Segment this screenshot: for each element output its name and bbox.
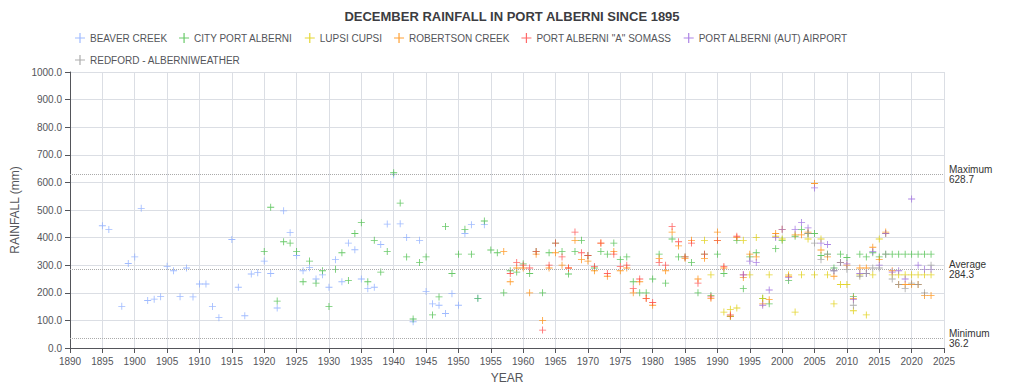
svg-text:600.0: 600.0	[37, 177, 62, 188]
svg-text:1920: 1920	[253, 356, 276, 367]
svg-text:400.0: 400.0	[37, 232, 62, 243]
svg-text:36.2: 36.2	[949, 338, 969, 349]
svg-text:628.7: 628.7	[949, 174, 974, 185]
svg-text:1975: 1975	[609, 356, 632, 367]
svg-text:1900: 1900	[124, 356, 147, 367]
svg-text:1945: 1945	[415, 356, 438, 367]
svg-text:BEAVER CREEK: BEAVER CREEK	[90, 33, 167, 44]
svg-text:1960: 1960	[512, 356, 535, 367]
svg-text:1895: 1895	[91, 356, 114, 367]
svg-text:1965: 1965	[544, 356, 567, 367]
svg-text:0.0: 0.0	[48, 343, 62, 354]
svg-text:CITY PORT ALBERNI: CITY PORT ALBERNI	[194, 33, 292, 44]
svg-text:1930: 1930	[318, 356, 341, 367]
svg-text:1995: 1995	[739, 356, 762, 367]
svg-text:2015: 2015	[868, 356, 891, 367]
svg-text:2005: 2005	[803, 356, 826, 367]
svg-text:200.0: 200.0	[37, 287, 62, 298]
svg-text:PORT ALBERNI "A" SOMASS: PORT ALBERNI "A" SOMASS	[536, 33, 671, 44]
svg-text:1970: 1970	[577, 356, 600, 367]
svg-text:1935: 1935	[350, 356, 373, 367]
svg-text:1000.0: 1000.0	[31, 67, 62, 78]
svg-text:100.0: 100.0	[37, 315, 62, 326]
svg-text:500.0: 500.0	[37, 205, 62, 216]
svg-text:2020: 2020	[901, 356, 924, 367]
svg-text:1990: 1990	[706, 356, 729, 367]
svg-text:Average: Average	[949, 259, 987, 270]
svg-text:1910: 1910	[188, 356, 211, 367]
svg-text:LUPSI CUPSI: LUPSI CUPSI	[320, 33, 382, 44]
svg-text:1950: 1950	[447, 356, 470, 367]
svg-text:DECEMBER RAINFALL IN PORT ALBE: DECEMBER RAINFALL IN PORT ALBERNI SINCE …	[344, 9, 679, 24]
svg-text:1980: 1980	[642, 356, 665, 367]
svg-text:1985: 1985	[674, 356, 697, 367]
svg-text:900.0: 900.0	[37, 94, 62, 105]
svg-text:PORT ALBERNI (AUT) AIRPORT: PORT ALBERNI (AUT) AIRPORT	[699, 33, 847, 44]
svg-text:700.0: 700.0	[37, 149, 62, 160]
svg-text:1940: 1940	[383, 356, 406, 367]
svg-text:800.0: 800.0	[37, 122, 62, 133]
svg-text:Minimum: Minimum	[949, 327, 990, 339]
svg-text:1890: 1890	[59, 356, 82, 367]
svg-text:Maximum: Maximum	[949, 164, 993, 175]
svg-text:2000: 2000	[771, 356, 794, 367]
svg-text:1905: 1905	[156, 356, 179, 367]
svg-text:284.3: 284.3	[949, 269, 974, 280]
svg-text:RAINFALL (mm): RAINFALL (mm)	[8, 166, 22, 254]
svg-text:300.0: 300.0	[37, 260, 62, 271]
svg-text:ROBERTSON CREEK: ROBERTSON CREEK	[409, 33, 510, 44]
svg-text:2010: 2010	[836, 356, 859, 367]
svg-text:2025: 2025	[933, 356, 956, 367]
svg-text:1925: 1925	[285, 356, 308, 367]
svg-text:1955: 1955	[480, 356, 503, 367]
svg-text:REDFORD - ALBERNIWEATHER: REDFORD - ALBERNIWEATHER	[90, 55, 240, 66]
svg-text:YEAR: YEAR	[491, 371, 524, 385]
svg-text:1915: 1915	[221, 356, 244, 367]
